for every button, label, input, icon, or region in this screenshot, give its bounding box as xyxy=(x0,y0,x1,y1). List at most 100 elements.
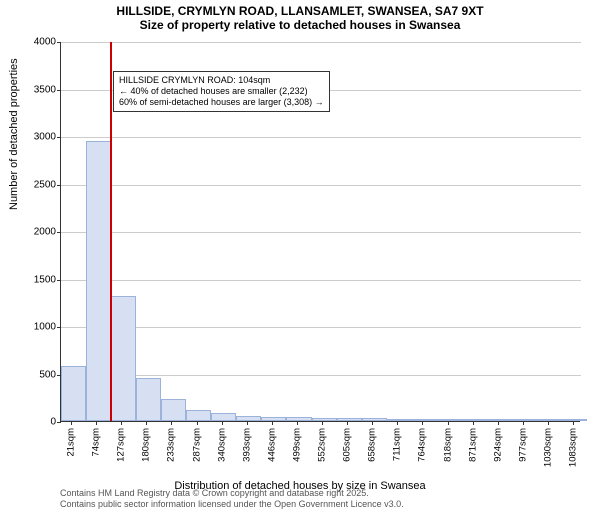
x-tick-label: 180sqm xyxy=(141,428,152,462)
y-tick xyxy=(57,90,61,91)
x-tick xyxy=(322,421,323,425)
gridline xyxy=(61,232,581,233)
x-tick-label: 1083sqm xyxy=(567,428,578,467)
chart-title: HILLSIDE, CRYMLYN ROAD, LLANSAMLET, SWAN… xyxy=(0,0,600,18)
chart-area: 05001000150020002500300035004000HILLSIDE… xyxy=(60,42,580,422)
y-tick xyxy=(57,185,61,186)
x-tick-label: 871sqm xyxy=(467,428,478,462)
x-tick-label: 711sqm xyxy=(392,428,403,461)
credits-line-1: Contains HM Land Registry data © Crown c… xyxy=(60,488,404,499)
y-tick-label: 1500 xyxy=(34,274,56,285)
x-tick-label: 446sqm xyxy=(266,428,277,462)
x-tick xyxy=(71,421,72,425)
x-tick-label: 552sqm xyxy=(316,428,327,462)
histogram-bar xyxy=(161,399,186,421)
gridline xyxy=(61,280,581,281)
x-tick-label: 233sqm xyxy=(166,428,177,462)
histogram-bar xyxy=(286,417,311,421)
histogram-bar xyxy=(337,418,362,421)
annotation-line: ← 40% of detached houses are smaller (2,… xyxy=(119,86,324,97)
credits: Contains HM Land Registry data © Crown c… xyxy=(60,488,404,510)
reference-line xyxy=(110,42,112,421)
x-tick xyxy=(121,421,122,425)
x-tick xyxy=(272,421,273,425)
y-tick xyxy=(57,232,61,233)
histogram-bar xyxy=(211,413,236,421)
x-tick xyxy=(498,421,499,425)
x-tick-label: 74sqm xyxy=(90,428,101,457)
gridline xyxy=(61,185,581,186)
gridline xyxy=(61,327,581,328)
annotation-box: HILLSIDE CRYMLYN ROAD: 104sqm← 40% of de… xyxy=(113,71,330,113)
histogram-bar xyxy=(86,141,111,421)
histogram-bar xyxy=(61,366,86,421)
x-tick xyxy=(146,421,147,425)
x-tick xyxy=(247,421,248,425)
x-tick-label: 393sqm xyxy=(241,428,252,462)
histogram-bar xyxy=(512,419,537,421)
x-tick xyxy=(347,421,348,425)
histogram-bar xyxy=(462,419,487,421)
x-tick-label: 764sqm xyxy=(417,428,428,462)
y-tick-label: 3500 xyxy=(34,84,56,95)
x-tick xyxy=(422,421,423,425)
annotation-line: 60% of semi-detached houses are larger (… xyxy=(119,97,324,108)
plot-region: 05001000150020002500300035004000HILLSIDE… xyxy=(60,42,580,422)
x-tick xyxy=(448,421,449,425)
x-tick xyxy=(197,421,198,425)
y-tick xyxy=(57,327,61,328)
histogram-bar xyxy=(537,419,562,421)
y-tick-label: 3000 xyxy=(34,132,56,143)
histogram-bar xyxy=(136,378,161,421)
x-tick-label: 658sqm xyxy=(367,428,378,462)
x-tick xyxy=(96,421,97,425)
y-tick-label: 2000 xyxy=(34,227,56,238)
x-tick-label: 287sqm xyxy=(191,428,202,462)
y-tick-label: 4000 xyxy=(34,37,56,48)
x-tick xyxy=(573,421,574,425)
histogram-bar xyxy=(487,419,512,421)
x-tick xyxy=(372,421,373,425)
x-tick-label: 977sqm xyxy=(517,428,528,462)
x-tick-label: 340sqm xyxy=(216,428,227,462)
x-tick xyxy=(397,421,398,425)
histogram-bar xyxy=(261,417,286,421)
y-tick xyxy=(57,137,61,138)
y-tick xyxy=(57,422,61,423)
x-tick xyxy=(548,421,549,425)
gridline xyxy=(61,137,581,138)
credits-line-2: Contains public sector information licen… xyxy=(60,499,404,510)
histogram-bar xyxy=(236,416,261,421)
histogram-bar xyxy=(412,419,437,421)
x-tick xyxy=(222,421,223,425)
annotation-line: HILLSIDE CRYMLYN ROAD: 104sqm xyxy=(119,75,324,86)
x-tick-label: 21sqm xyxy=(65,428,76,457)
y-tick xyxy=(57,280,61,281)
x-tick-label: 127sqm xyxy=(116,428,127,462)
x-tick-label: 605sqm xyxy=(342,428,353,462)
x-tick xyxy=(297,421,298,425)
histogram-bar xyxy=(437,419,462,421)
histogram-bar xyxy=(387,419,412,421)
histogram-bar xyxy=(186,410,211,421)
histogram-bar xyxy=(362,418,387,421)
x-tick-label: 818sqm xyxy=(442,428,453,462)
y-axis-label: Number of detached properties xyxy=(8,58,20,210)
chart-subtitle: Size of property relative to detached ho… xyxy=(0,18,600,32)
gridline xyxy=(61,375,581,376)
histogram-bar xyxy=(312,418,337,421)
x-tick-label: 499sqm xyxy=(291,428,302,462)
y-tick-label: 1000 xyxy=(34,322,56,333)
histogram-bar xyxy=(562,419,587,421)
x-tick-label: 924sqm xyxy=(492,428,503,462)
y-tick xyxy=(57,42,61,43)
y-tick-label: 0 xyxy=(50,417,56,428)
histogram-bar xyxy=(111,296,136,421)
x-tick xyxy=(523,421,524,425)
y-tick-label: 2500 xyxy=(34,179,56,190)
x-tick-label: 1030sqm xyxy=(542,428,553,467)
x-tick xyxy=(171,421,172,425)
gridline xyxy=(61,42,581,43)
x-tick xyxy=(473,421,474,425)
y-tick-label: 500 xyxy=(39,369,56,380)
